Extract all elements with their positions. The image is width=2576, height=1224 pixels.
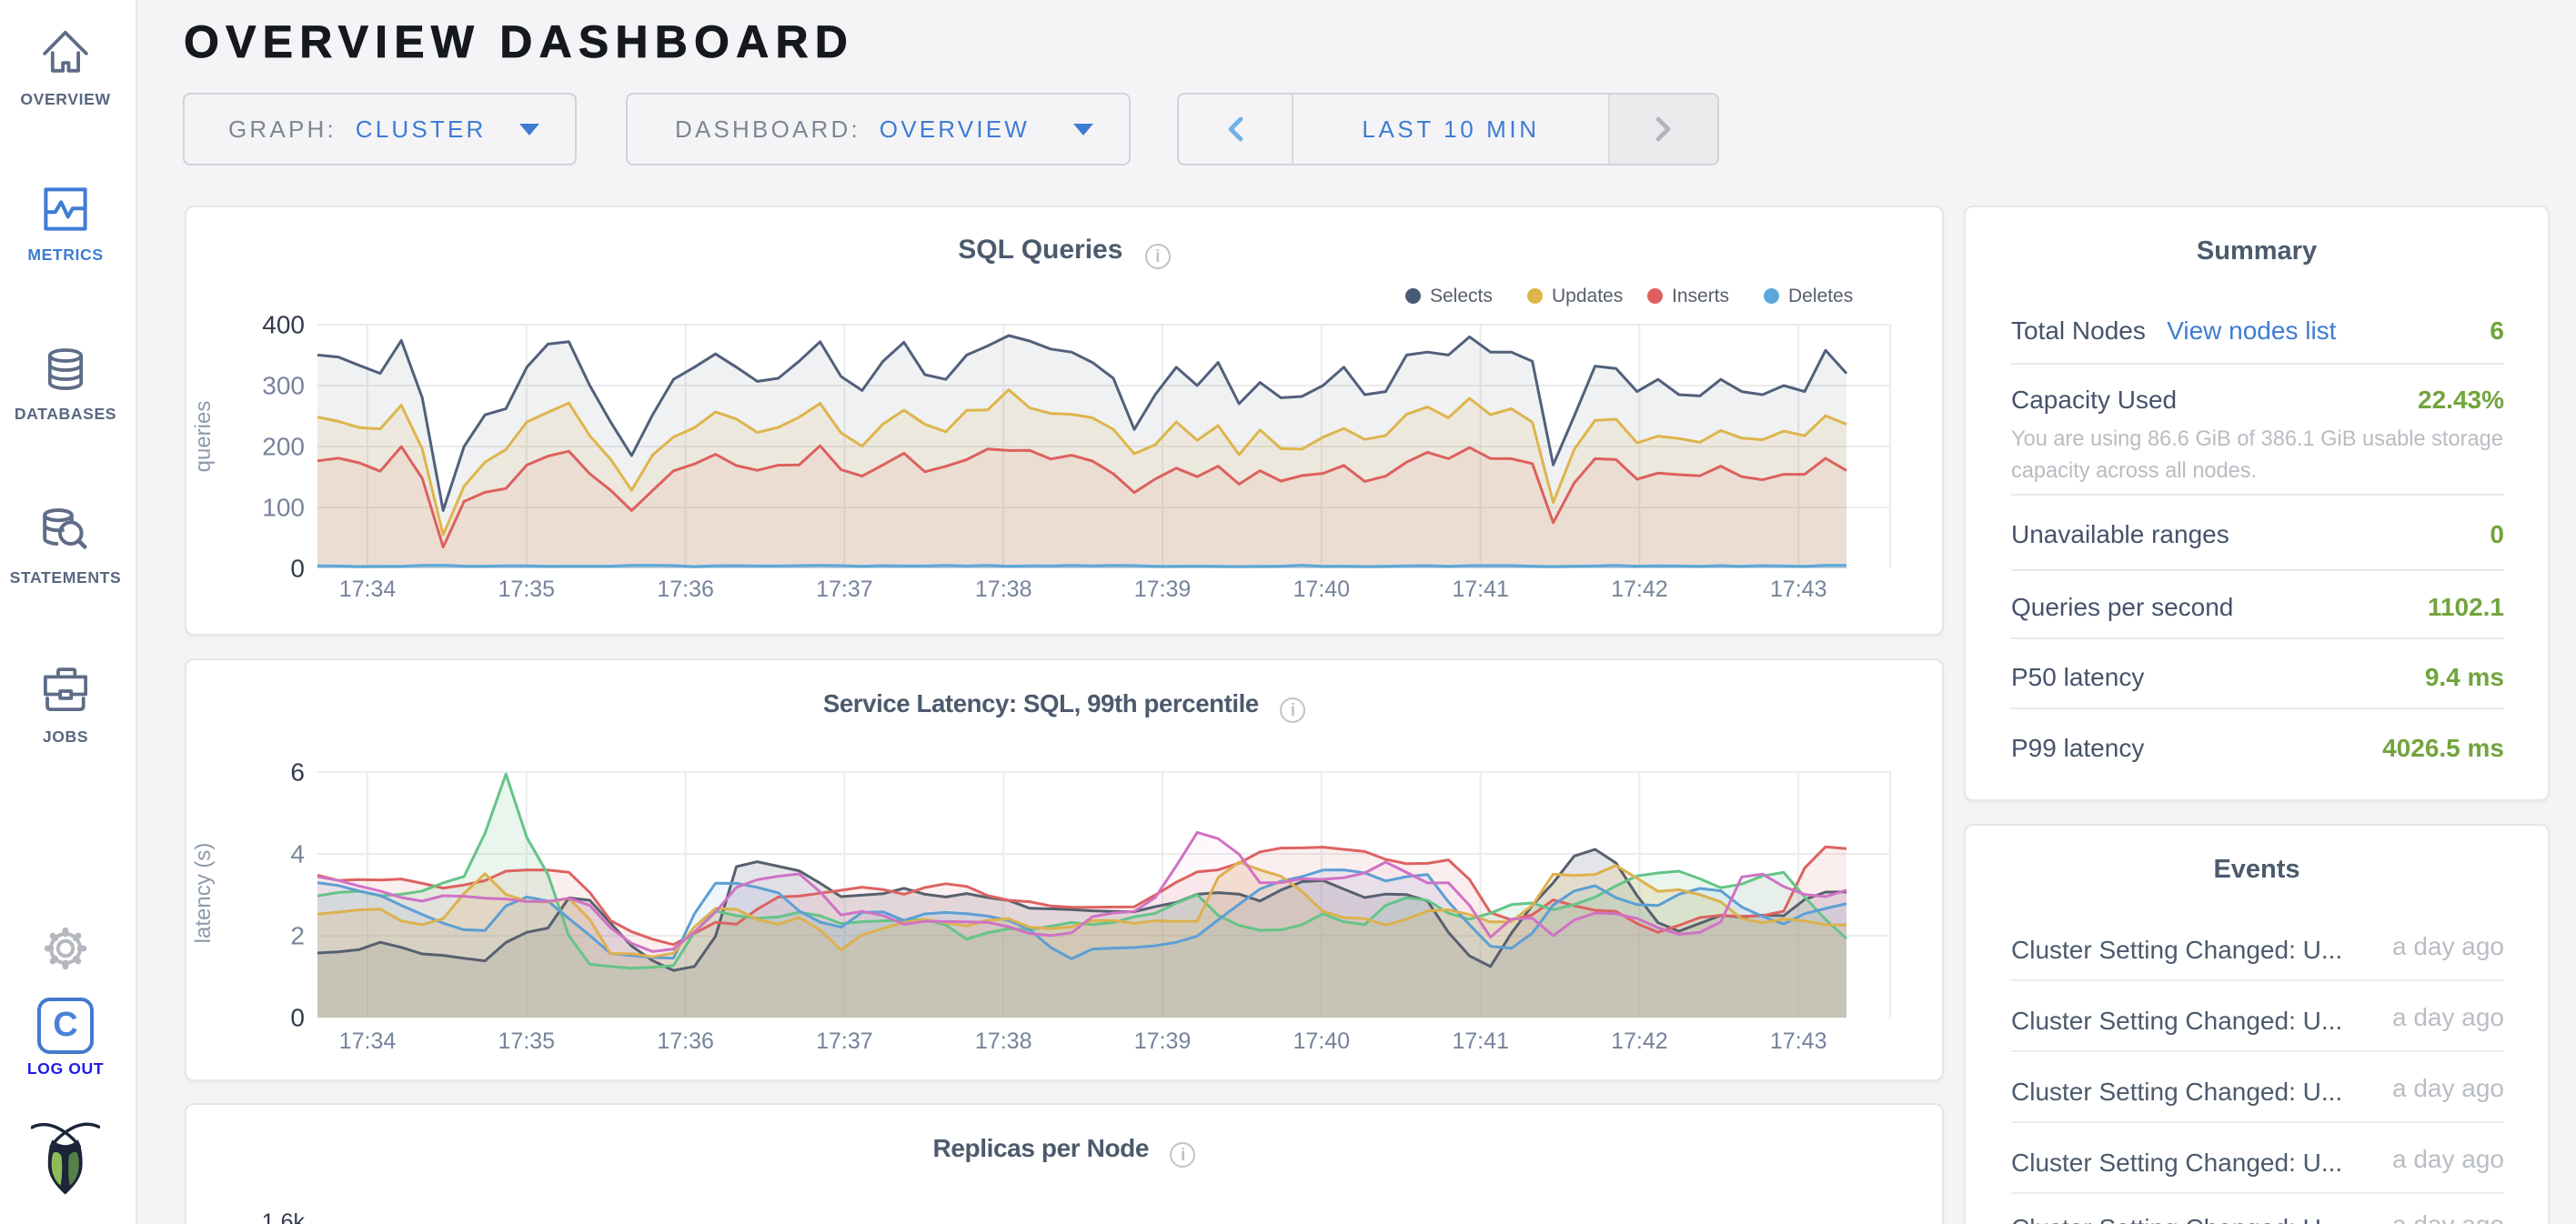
svg-text:17:38: 17:38 — [975, 577, 1032, 602]
svg-text:17:41: 17:41 — [1452, 577, 1509, 602]
svg-text:17:39: 17:39 — [1134, 577, 1192, 602]
svg-text:0: 0 — [290, 1004, 305, 1032]
svg-text:17:38: 17:38 — [975, 1028, 1032, 1054]
svg-text:17:41: 17:41 — [1452, 1028, 1509, 1054]
svg-text:100: 100 — [262, 494, 305, 522]
svg-text:queries: queries — [191, 401, 216, 473]
svg-text:17:35: 17:35 — [498, 577, 556, 602]
svg-text:17:34: 17:34 — [339, 577, 397, 602]
svg-text:17:37: 17:37 — [816, 577, 873, 602]
svg-text:17:42: 17:42 — [1611, 1028, 1668, 1054]
svg-text:17:34: 17:34 — [339, 1028, 397, 1054]
svg-text:17:40: 17:40 — [1293, 577, 1351, 602]
svg-text:17:36: 17:36 — [657, 1028, 714, 1054]
svg-text:1.6k: 1.6k — [262, 1209, 306, 1224]
svg-text:17:43: 17:43 — [1770, 1028, 1827, 1054]
svg-text:400: 400 — [262, 311, 305, 339]
svg-text:200: 200 — [262, 433, 305, 461]
svg-text:4: 4 — [290, 840, 305, 868]
svg-text:17:43: 17:43 — [1770, 577, 1827, 602]
svg-text:300: 300 — [262, 372, 305, 400]
svg-text:6: 6 — [290, 758, 305, 787]
svg-text:17:40: 17:40 — [1293, 1028, 1351, 1054]
svg-text:0: 0 — [290, 555, 305, 583]
svg-text:17:42: 17:42 — [1611, 577, 1668, 602]
svg-text:17:39: 17:39 — [1134, 1028, 1192, 1054]
svg-text:17:35: 17:35 — [498, 1028, 556, 1054]
svg-text:17:37: 17:37 — [816, 1028, 873, 1054]
svg-text:2: 2 — [290, 922, 305, 950]
svg-text:17:36: 17:36 — [657, 577, 714, 602]
svg-text:latency (s): latency (s) — [191, 843, 216, 944]
